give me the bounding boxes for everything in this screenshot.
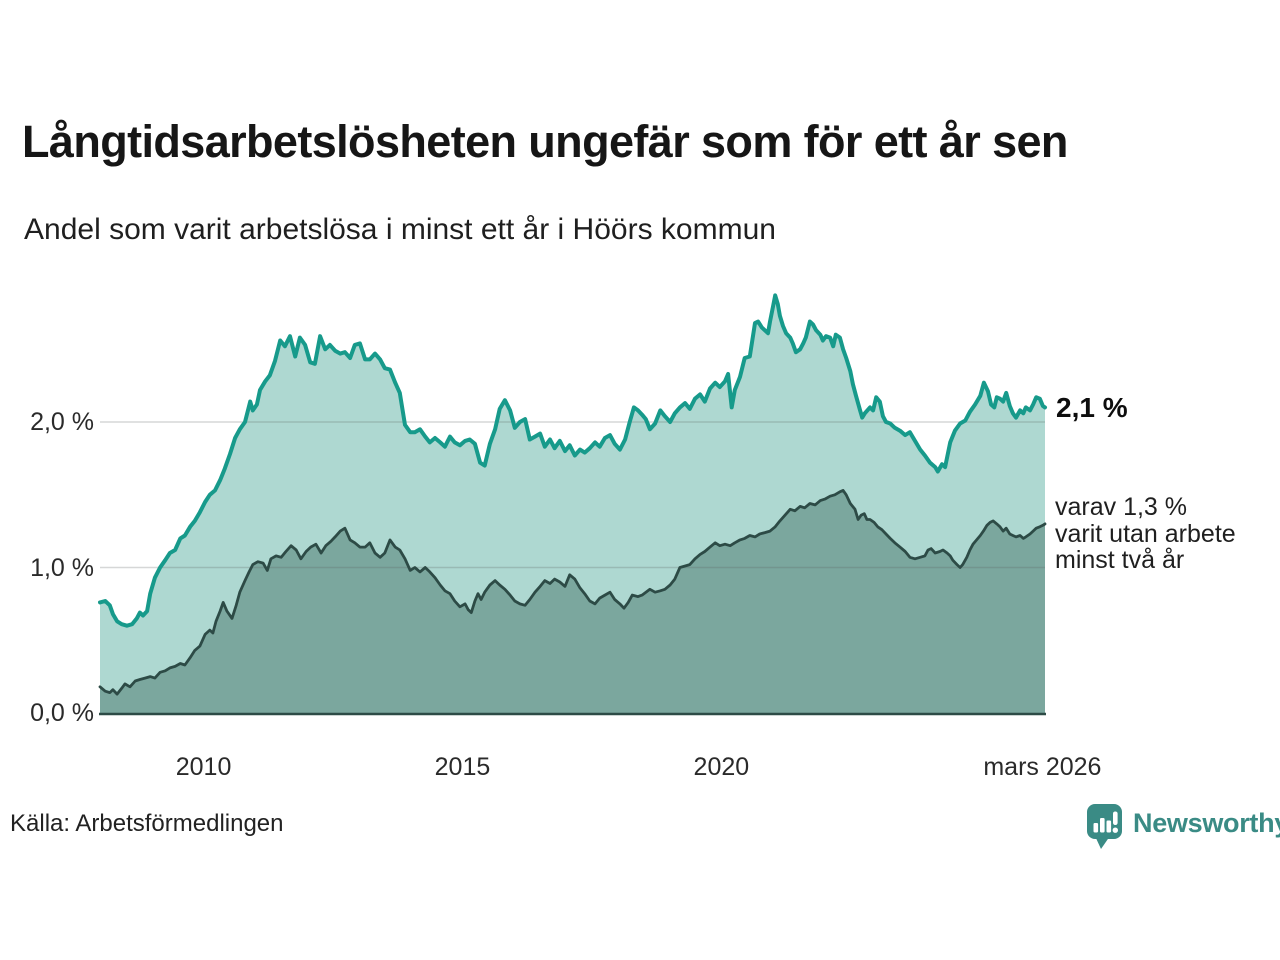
y-tick-label: 1,0 % <box>30 553 94 582</box>
y-tick-label: 2,0 % <box>30 408 94 436</box>
two-year-share-annotation: varav 1,3 % varit utan arbete minst två … <box>1055 494 1236 574</box>
newsworthy-logo: Newsworthy <box>1086 802 1280 850</box>
area-two-years-fill <box>100 490 1045 713</box>
x-tick-label: 2010 <box>175 753 232 781</box>
y-tick-label: 0,0 % <box>30 699 94 727</box>
x-tick-label: 2015 <box>434 753 491 781</box>
page-subtitle: Andel som varit arbetslösa i minst ett å… <box>24 213 776 246</box>
source-label: Källa: Arbetsförmedlingen <box>10 810 284 837</box>
x-tick-label: 2020 <box>693 753 750 781</box>
x-tick-label: mars 2026 <box>983 753 1102 781</box>
annotation-line: varav 1,3 % <box>1055 493 1188 521</box>
latest-value-annotation: 2,1 % <box>1056 392 1128 423</box>
line-two-years <box>98 489 1047 696</box>
line-total <box>98 293 1047 628</box>
page-title: Långtidsarbetslösheten ungefär som för e… <box>22 116 1068 167</box>
newsworthy-bar-chart-bubble-icon <box>1087 804 1122 849</box>
annotation-line: varit utan arbete <box>1055 519 1236 548</box>
annotation-line: minst två år <box>1055 546 1185 574</box>
brand-name: Newsworthy <box>1133 808 1280 838</box>
